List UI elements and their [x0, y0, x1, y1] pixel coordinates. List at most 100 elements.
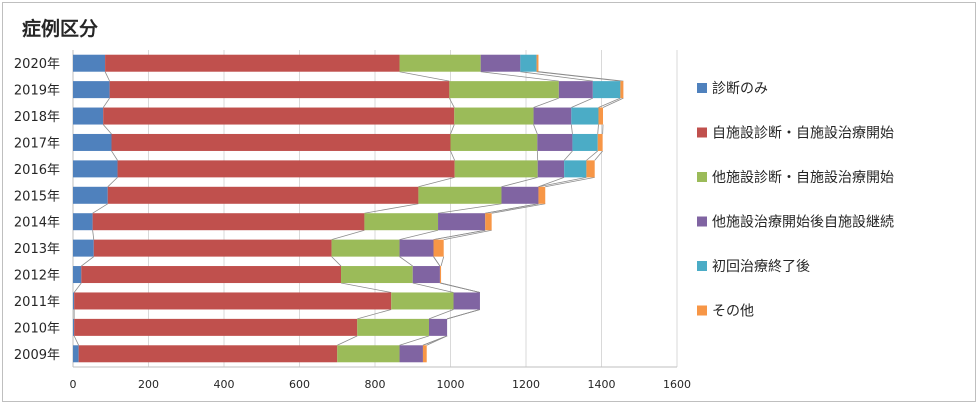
- series-connector-line: [586, 150, 598, 161]
- bar-segment: [453, 292, 480, 310]
- bar-segment: [111, 133, 451, 151]
- y-tick-label: 2009年: [14, 348, 60, 363]
- series-connector-line: [92, 203, 108, 214]
- y-tick-label: 2012年: [14, 269, 60, 284]
- series-lines: [73, 71, 624, 346]
- bar-segment: [620, 81, 624, 99]
- series-connector-line: [570, 124, 573, 135]
- bar-segment: [73, 292, 75, 310]
- series-connector-line: [597, 124, 599, 134]
- x-tick-label: 600: [289, 378, 310, 391]
- series-connector-line: [450, 150, 456, 161]
- series-connector-line: [102, 124, 112, 135]
- bar-segment: [341, 266, 413, 284]
- bar-segment: [439, 266, 442, 284]
- bar-segment: [73, 186, 108, 204]
- series-connector-line: [357, 309, 392, 320]
- bar-segment: [536, 54, 539, 72]
- series-connector-line: [426, 335, 448, 346]
- bar-segment: [501, 186, 539, 204]
- series-connector-line: [412, 282, 454, 293]
- bar-segment: [107, 186, 419, 204]
- bar-segment: [103, 107, 455, 125]
- series-connector-line: [107, 177, 118, 188]
- legend-swatch: [697, 83, 707, 93]
- bar-segment: [73, 345, 79, 363]
- y-tick-label: 2017年: [14, 136, 60, 151]
- legend-label: その他: [712, 304, 754, 320]
- series-connector-line: [533, 124, 538, 135]
- x-tick-label: 200: [138, 378, 159, 391]
- series-connector-line: [399, 71, 450, 82]
- bar-segment: [109, 81, 450, 99]
- bar-segment: [73, 107, 104, 125]
- bar-segment: [428, 318, 448, 336]
- legend-label: 他施設診断・自施設治療開始: [712, 169, 894, 186]
- series-connector-line: [485, 203, 539, 214]
- x-tick-label: 1200: [512, 378, 540, 391]
- series-connector-line: [340, 282, 392, 293]
- bar-segment: [117, 160, 455, 178]
- series-connector-line: [331, 229, 365, 241]
- x-tick-label: 800: [365, 378, 386, 391]
- x-tick-label: 400: [214, 378, 235, 391]
- bar-segment: [92, 213, 365, 231]
- series-connector-line: [446, 309, 481, 320]
- series-connector-line: [331, 256, 342, 267]
- bar-segment: [81, 266, 342, 284]
- bar-segment: [571, 107, 599, 125]
- bar-segment: [533, 107, 572, 125]
- series-connector-line: [428, 309, 454, 320]
- series-connector-line: [449, 97, 455, 108]
- series-connector-line: [598, 97, 621, 108]
- bar-segment: [93, 239, 332, 257]
- y-tick-label: 2011年: [14, 295, 60, 310]
- y-tick-label: 2019年: [14, 84, 60, 99]
- bar-segment: [450, 133, 538, 151]
- bar-segment: [399, 345, 423, 363]
- series-connector-line: [501, 176, 538, 188]
- legend-swatch: [697, 127, 707, 138]
- y-tick-label: 2013年: [14, 242, 60, 257]
- bar-segment: [597, 133, 603, 151]
- bar-segment: [391, 292, 454, 310]
- bar-segment: [592, 81, 621, 99]
- legend-label: 他施設治療開始後自施設継続: [712, 214, 894, 231]
- legend-swatch: [697, 172, 707, 182]
- x-tick-label: 0: [70, 378, 77, 391]
- series-connector-line: [399, 335, 430, 346]
- series-connector-line: [520, 71, 593, 82]
- series-connector-line: [111, 150, 118, 161]
- series-connector-line: [538, 71, 624, 82]
- x-tick-label: 1600: [663, 378, 691, 391]
- bar-segment: [337, 345, 400, 363]
- series-connector-line: [440, 282, 481, 293]
- series-connector-line: [81, 256, 95, 267]
- bar-segment: [105, 54, 400, 72]
- bar-segment: [73, 239, 94, 257]
- bar-segment: [357, 318, 429, 336]
- bar-segment: [586, 160, 595, 178]
- series-connector-line: [480, 71, 559, 82]
- bar-segment: [364, 213, 439, 231]
- series-connector-line: [399, 256, 413, 267]
- legend-label: 診断のみ: [712, 81, 768, 97]
- y-tick-label: 2018年: [14, 110, 60, 125]
- series-connector-line: [102, 97, 110, 108]
- series-connector-line: [602, 97, 624, 108]
- series-connector-line: [337, 335, 358, 346]
- bar-segment: [485, 213, 492, 231]
- bar-segment: [454, 107, 534, 125]
- bar-segment: [438, 213, 486, 231]
- bar-segment: [73, 213, 93, 231]
- series-connector-line: [594, 150, 603, 161]
- bar-segment: [480, 54, 521, 72]
- y-tick-label: 2010年: [14, 321, 60, 336]
- y-tick-label: 2015年: [14, 189, 60, 204]
- series-connector-line: [545, 176, 595, 188]
- y-tick-label: 2016年: [14, 163, 60, 178]
- bar-segment: [572, 133, 598, 151]
- series-connector-line: [73, 335, 80, 346]
- bar-segment: [449, 81, 559, 99]
- bar-segment: [412, 266, 440, 284]
